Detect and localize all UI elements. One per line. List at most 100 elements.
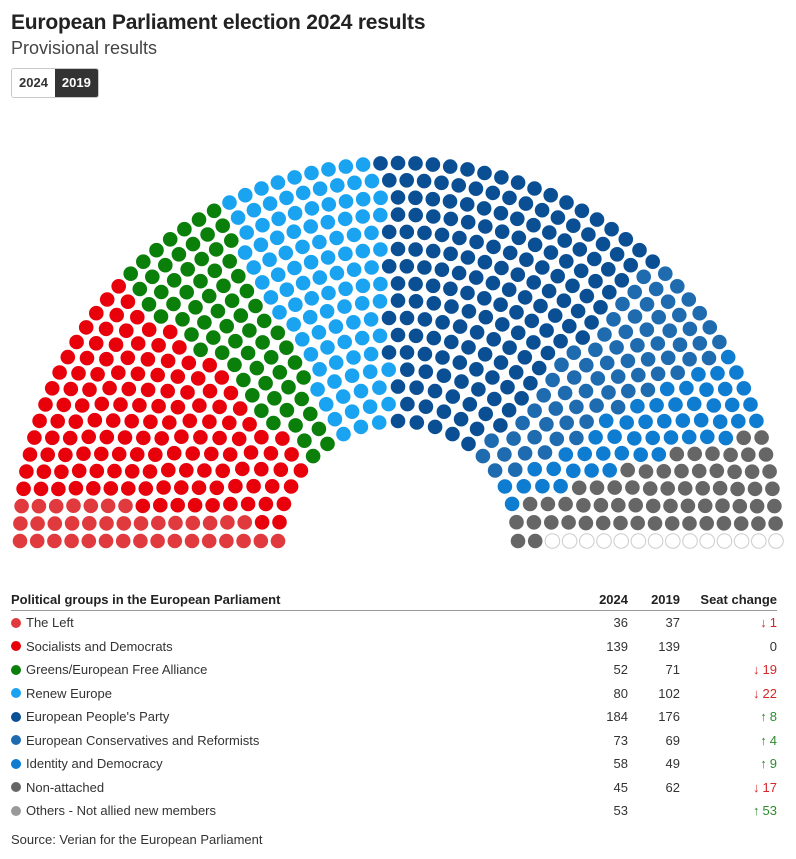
seat-greens-european-free-alliance — [279, 402, 295, 418]
seat-greens-european-free-alliance — [245, 388, 260, 403]
seat-renew-europe — [355, 191, 371, 207]
seat-the-left — [47, 516, 63, 531]
seat-european-conservatives-and-reformists — [497, 447, 512, 462]
table-row: Identity and Democracy 58 49 ↑ 9 — [11, 752, 777, 776]
seat-european-people-s-party — [408, 156, 423, 171]
seat-greens-european-free-alliance — [231, 268, 246, 284]
seat-socialists-and-democrats — [243, 445, 259, 460]
seat-european-people-s-party — [400, 396, 415, 412]
seat-socialists-and-democrats — [284, 447, 299, 462]
seat-renew-europe — [320, 250, 336, 265]
seat-renew-europe — [346, 350, 361, 365]
seat-european-people-s-party — [510, 211, 525, 227]
seat-socialists-and-democrats — [170, 399, 186, 415]
chart-title: European Parliament election 2024 result… — [11, 11, 426, 34]
seat-non-attached — [730, 481, 745, 497]
seat-renew-europe — [295, 185, 311, 201]
seat-change-cell: ↓ 17 — [680, 780, 777, 795]
seat-socialists-and-democrats — [258, 496, 274, 512]
seat-renew-europe — [254, 181, 269, 196]
seat-greens-european-free-alliance — [248, 298, 263, 314]
seat-the-left — [116, 516, 132, 531]
seat-european-conservatives-and-reformists — [590, 371, 606, 386]
seat-identity-and-democracy — [630, 398, 645, 414]
seat-socialists-and-democrats — [81, 429, 96, 445]
seat-european-people-s-party — [418, 399, 434, 415]
seat-greens-european-free-alliance — [256, 313, 272, 329]
seat-the-left — [219, 533, 234, 549]
seat-socialists-and-democrats — [253, 461, 269, 477]
seat-socialists-and-democrats — [275, 431, 290, 446]
group-color-dot — [11, 664, 21, 675]
seat-european-people-s-party — [601, 262, 616, 277]
seat-socialists-and-democrats — [170, 497, 185, 513]
seat-socialists-and-democrats — [293, 463, 309, 478]
year-2024-button[interactable]: 2024 — [12, 69, 55, 97]
seat-renew-europe — [353, 383, 369, 399]
seat-greens-european-free-alliance — [254, 403, 269, 419]
seat-renew-europe — [372, 328, 388, 344]
seat-renew-europe — [355, 278, 371, 294]
seat-european-people-s-party — [493, 205, 509, 221]
seat-socialists-and-democrats — [99, 292, 115, 307]
seat-the-left — [30, 516, 45, 531]
seat-socialists-and-democrats — [140, 352, 156, 367]
group-name: Identity and Democracy — [26, 756, 163, 772]
seat-renew-europe — [354, 296, 370, 311]
seat-european-conservatives-and-reformists — [631, 367, 646, 383]
seat-greens-european-free-alliance — [132, 281, 148, 297]
seat-renew-europe — [262, 252, 277, 267]
seat-european-conservatives-and-reformists — [484, 433, 499, 449]
seat-empty — [699, 533, 716, 549]
seat-non-attached — [540, 496, 556, 512]
group-name-cell: Identity and Democracy — [11, 756, 568, 771]
seat-european-people-s-party — [452, 319, 468, 334]
seat-socialists-and-democrats — [180, 385, 195, 400]
seat-greens-european-free-alliance — [263, 350, 279, 365]
seat-socialists-and-democrats — [202, 383, 218, 399]
seat-socialists-and-democrats — [86, 481, 101, 496]
seat-socialists-and-democrats — [79, 350, 95, 366]
seat-european-conservatives-and-reformists — [650, 366, 666, 382]
seat-the-left — [151, 515, 166, 531]
seat-non-attached — [647, 516, 663, 531]
seat-european-people-s-party — [519, 252, 534, 267]
seat-european-people-s-party — [417, 312, 433, 327]
seats-2019-cell: 69 — [665, 732, 680, 748]
seat-renew-europe — [337, 211, 353, 227]
seat-european-people-s-party — [584, 315, 599, 330]
arrow-down-icon: ↓ — [753, 662, 760, 678]
seat-socialists-and-democrats — [121, 481, 136, 496]
seat-non-attached — [680, 498, 696, 514]
group-name-cell: Renew Europe — [11, 686, 568, 701]
seat-non-attached — [628, 497, 643, 513]
year-2019-button[interactable]: 2019 — [54, 69, 98, 97]
seat-identity-and-democracy — [633, 447, 648, 463]
seat-the-left — [48, 498, 64, 514]
seat-european-people-s-party — [435, 350, 450, 365]
seat-non-attached — [749, 498, 765, 514]
seat-european-people-s-party — [469, 362, 484, 377]
seat-renew-europe — [364, 225, 379, 241]
seat-renew-europe — [279, 282, 295, 297]
seat-renew-europe — [337, 299, 352, 314]
seat-european-people-s-party — [589, 212, 605, 227]
seat-identity-and-democracy — [504, 496, 520, 512]
table-row: Greens/European Free Alliance 52 71 ↓ 19 — [11, 658, 777, 682]
group-color-dot — [11, 641, 21, 652]
seat-socialists-and-democrats — [130, 366, 146, 382]
seat-non-attached — [571, 480, 587, 496]
seat-socialists-and-democrats — [214, 370, 230, 385]
header-seat-change: Seat change — [700, 591, 777, 607]
seat-empty — [733, 533, 750, 549]
seat-greens-european-free-alliance — [216, 278, 231, 294]
seats-2019-cell: 71 — [665, 662, 680, 678]
seat-socialists-and-democrats — [50, 413, 65, 429]
seat-european-people-s-party — [426, 296, 442, 311]
seat-european-people-s-party — [477, 347, 493, 362]
seat-the-left — [133, 516, 149, 531]
seat-greens-european-free-alliance — [188, 300, 203, 315]
seat-european-people-s-party — [390, 327, 406, 343]
seat-european-conservatives-and-reformists — [662, 323, 677, 338]
seat-change-cell: ↓ 19 — [680, 662, 777, 677]
